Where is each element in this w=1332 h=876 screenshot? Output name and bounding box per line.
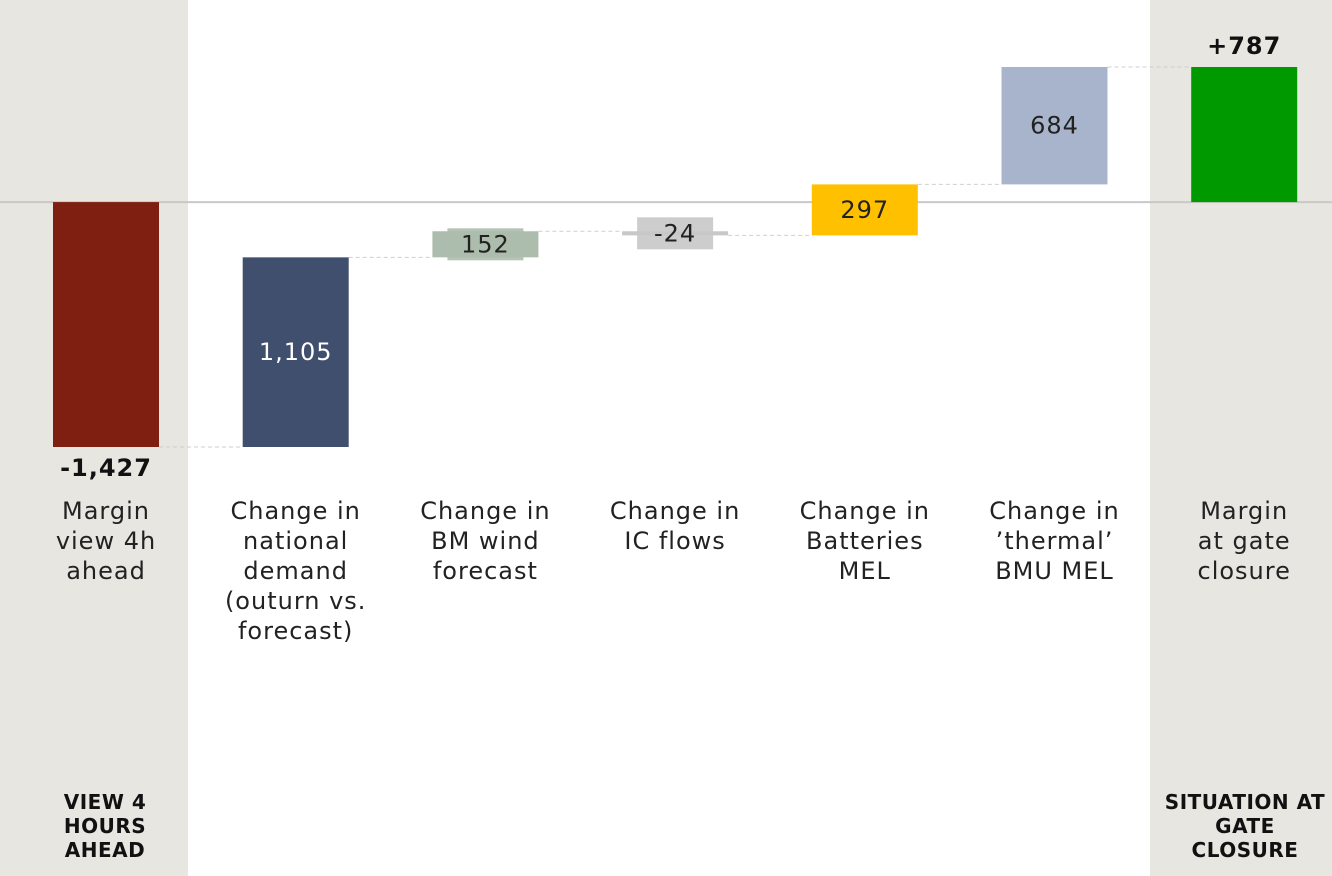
label-bg [447, 228, 524, 261]
value-label: 1,105 [259, 338, 333, 366]
category-label: Change in BM wind forecast [420, 497, 551, 585]
category-label: Change in ’thermal’ BMU MEL [989, 497, 1120, 585]
panel-label: VIEW 4 HOURS AHEAD [63, 790, 147, 862]
panel-label: SITUATION AT GATE CLOSURE [1164, 790, 1326, 862]
bar [1001, 67, 1108, 185]
bar [53, 202, 159, 447]
bar [1191, 67, 1298, 203]
category-label: Margin at gate closure [1197, 497, 1291, 585]
category-label: Change in Batteries MEL [799, 497, 930, 585]
value-label: 684 [1030, 112, 1079, 140]
value-label: 152 [461, 230, 510, 258]
value-label: +787 [1207, 32, 1281, 60]
value-label: -1,427 [60, 454, 152, 482]
category-label: Change in IC flows [609, 497, 741, 555]
label-bg [637, 217, 714, 250]
value-label: -24 [654, 219, 696, 247]
category-label: Change in national demand (outurn vs. fo… [224, 497, 367, 645]
category-label: Margin view 4h ahead [55, 497, 157, 585]
value-label: 297 [840, 196, 889, 224]
bar [811, 184, 918, 236]
bar [242, 257, 349, 447]
